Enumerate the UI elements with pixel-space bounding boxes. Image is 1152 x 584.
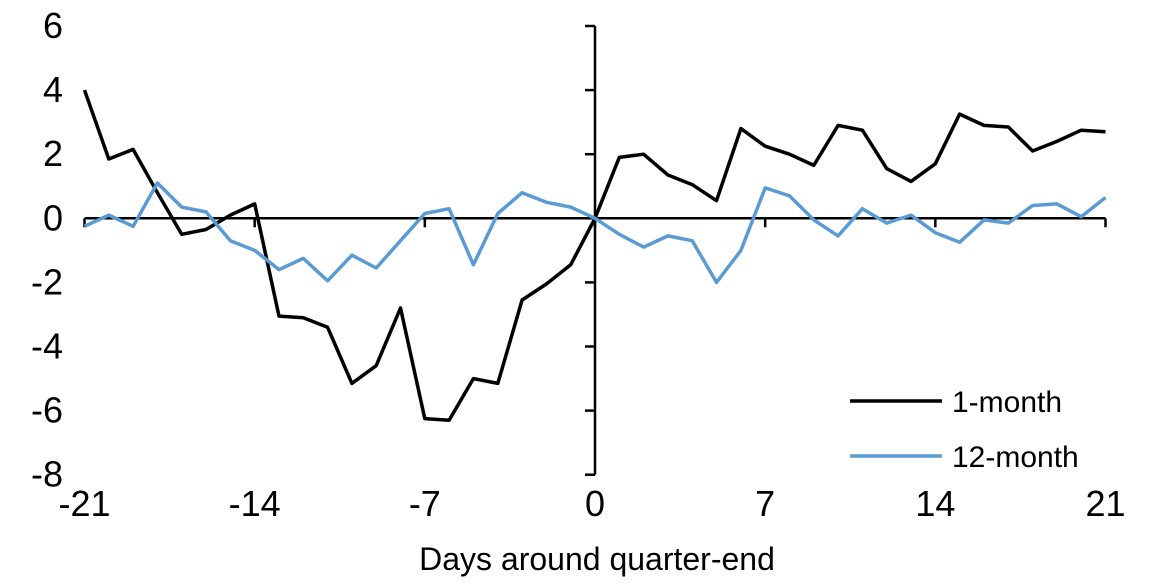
- series-line-12-month: [83, 181, 1107, 285]
- x-tick-label: 0: [585, 483, 605, 524]
- x-tick-label: -14: [229, 483, 281, 524]
- y-tick-label: -8: [31, 454, 63, 495]
- y-tick-label: -6: [31, 390, 63, 431]
- x-tick-label: 7: [755, 483, 775, 524]
- x-tick-label: 14: [915, 483, 955, 524]
- legend-label-1-month: 1-month: [952, 386, 1062, 419]
- legend: 1-month 12-month: [850, 386, 1079, 474]
- x-tick-label: -7: [409, 483, 441, 524]
- x-tick-label: -21: [58, 483, 110, 524]
- y-tick-label: -2: [31, 261, 63, 302]
- legend-label-12-month: 12-month: [952, 441, 1079, 474]
- y-tick-label: 2: [43, 133, 63, 174]
- y-tick-label: 0: [43, 197, 63, 238]
- x-axis-title: Days around quarter-end: [419, 541, 775, 577]
- series-lines: [82, 89, 1107, 422]
- y-tick-label: 6: [43, 5, 63, 46]
- x-tick-label: 21: [1085, 483, 1125, 524]
- y-tick-label: 4: [43, 69, 63, 110]
- y-tick-label: -4: [31, 326, 63, 367]
- x-tick-labels: -21 -14 -7 0 7 14 21: [58, 483, 1125, 524]
- y-tick-labels: 6 4 2 0 -2 -4 -6 -8: [31, 5, 63, 495]
